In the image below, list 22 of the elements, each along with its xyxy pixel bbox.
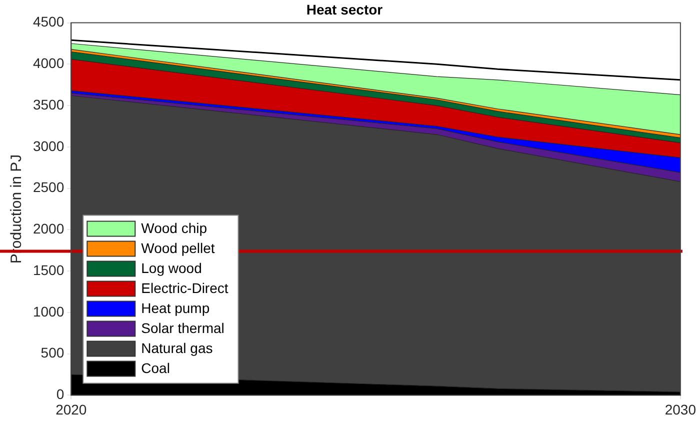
y-tick-label: 1000 xyxy=(32,303,64,320)
y-tick-label: 4500 xyxy=(32,14,64,30)
chart-title: Heat sector xyxy=(306,1,384,18)
y-tick-label: 1500 xyxy=(32,262,64,278)
legend-label: Wood pellet xyxy=(141,240,215,256)
legend-label: Heat pump xyxy=(141,300,210,316)
legend-label: Electric-Direct xyxy=(141,280,228,296)
legend-label: Natural gas xyxy=(141,340,213,356)
y-axis-title: Production in PJ xyxy=(8,154,26,264)
y-tick-label: 3500 xyxy=(32,96,64,112)
y-tick-label: 4000 xyxy=(32,55,64,72)
y-tick-label: 3000 xyxy=(32,138,64,154)
legend-label: Coal xyxy=(141,360,170,376)
x-tick-label: 2020 xyxy=(56,401,87,418)
y-tick-label: 0 xyxy=(56,386,64,402)
legend-label: Log wood xyxy=(141,260,202,276)
y-tick-label: 2500 xyxy=(32,179,64,196)
y-tick-label: 2000 xyxy=(32,220,64,237)
y-tick-label: 500 xyxy=(40,344,64,361)
legend-label: Solar thermal xyxy=(141,320,224,336)
x-tick-label: 2030 xyxy=(664,401,696,418)
legend-label: Wood chip xyxy=(141,220,208,236)
